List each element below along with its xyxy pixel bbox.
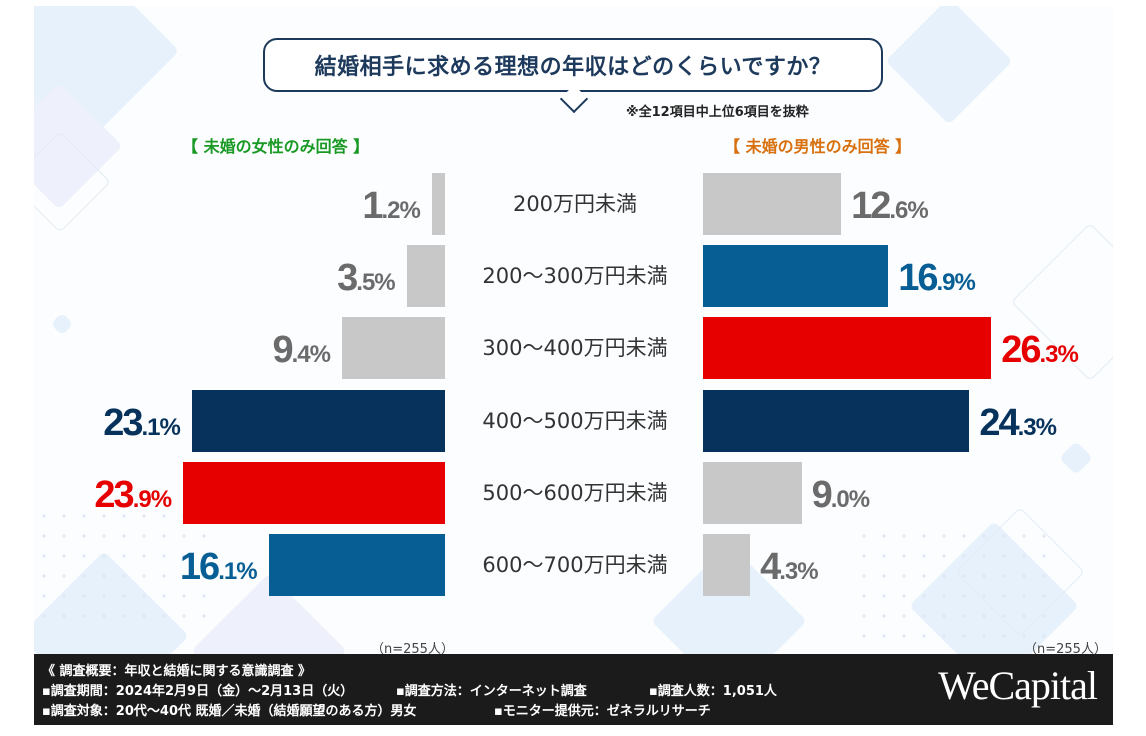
- category-label: 200万円未満: [512, 192, 638, 216]
- category-label: 200〜300万円未満: [482, 264, 668, 289]
- title-bubble: 結婚相手に求める理想の年収はどのくらいですか？: [263, 38, 883, 92]
- survey-period: ▪調査期間：2024年2月9日（金）〜2月13日（火）: [42, 684, 354, 699]
- survey-count: ▪調査人数：1,051人: [649, 684, 777, 699]
- value-label-male: 26.3%: [1001, 329, 1079, 372]
- sample-size-female: （n=255人）: [371, 642, 454, 657]
- value-label-male: 24.3%: [979, 401, 1057, 444]
- legend-female: 【 未婚の女性のみ回答 】: [182, 137, 370, 156]
- bar-female: [341, 317, 445, 380]
- bar-female: [406, 245, 445, 308]
- value-label-female: 23.9%: [94, 473, 172, 516]
- bar-female: [183, 461, 445, 524]
- decor-dots: [854, 526, 1054, 656]
- category-label: 600〜700万円未満: [482, 553, 668, 577]
- category-label: 300〜400万円未満: [482, 336, 668, 361]
- bar-male: [703, 461, 802, 524]
- selection-note: ※全12項目中上位6項目を抜粋: [626, 105, 809, 120]
- value-label-male: 9.0%: [811, 473, 871, 516]
- infographic: 結婚相手に求める理想の年収はどのくらいですか？ ※全12項目中上位6項目を抜粋 …: [34, 6, 1113, 725]
- value-label-male: 4.3%: [760, 546, 819, 588]
- sample-size-male: （n=255人）: [1024, 642, 1107, 657]
- wecapital-logo: WeCapital: [938, 663, 1098, 708]
- value-label-female: 23.1%: [103, 401, 181, 444]
- bar-female: [431, 173, 445, 235]
- decor-diamond: [50, 312, 74, 336]
- survey-heading: 《 調査概要：年収と結婚に関する意識調査 》: [42, 664, 312, 679]
- category-label: 400〜500万円未満: [482, 408, 668, 433]
- bar-female: [191, 389, 445, 452]
- bar-female: [268, 534, 445, 596]
- survey-target: ▪調査対象：20代〜40代 既婚／未婚（結婚願望のある方）男女: [42, 704, 417, 719]
- decor-diamond: [1059, 441, 1093, 475]
- value-label-female: 3.5%: [337, 257, 396, 300]
- decor-dots: [34, 506, 214, 626]
- bar-male: [703, 317, 992, 380]
- value-label-male: 16.9%: [898, 257, 976, 300]
- chart-title: 結婚相手に求める理想の年収はどのくらいですか？: [314, 55, 832, 80]
- survey-footer: 《 調査概要：年収と結婚に関する意識調査 》 ▪調査期間：2024年2月9日（金…: [34, 654, 1113, 725]
- value-label-male: 12.6%: [851, 185, 929, 227]
- survey-provider: ▪モニター提供元：ゼネラルリサーチ: [494, 704, 711, 719]
- value-label-female: 1.2%: [362, 185, 421, 227]
- bar-male: [703, 173, 842, 235]
- value-label-female: 16.1%: [179, 546, 258, 588]
- bar-male: [703, 534, 751, 596]
- legend-male: 【 未婚の男性のみ回答 】: [724, 137, 912, 156]
- survey-method: ▪調査方法：インターネット調査: [396, 684, 587, 699]
- bar-male: [703, 389, 970, 452]
- bar-male: [703, 245, 889, 308]
- value-label-female: 9.4%: [272, 329, 331, 372]
- category-label: 500〜600万円未満: [482, 480, 668, 505]
